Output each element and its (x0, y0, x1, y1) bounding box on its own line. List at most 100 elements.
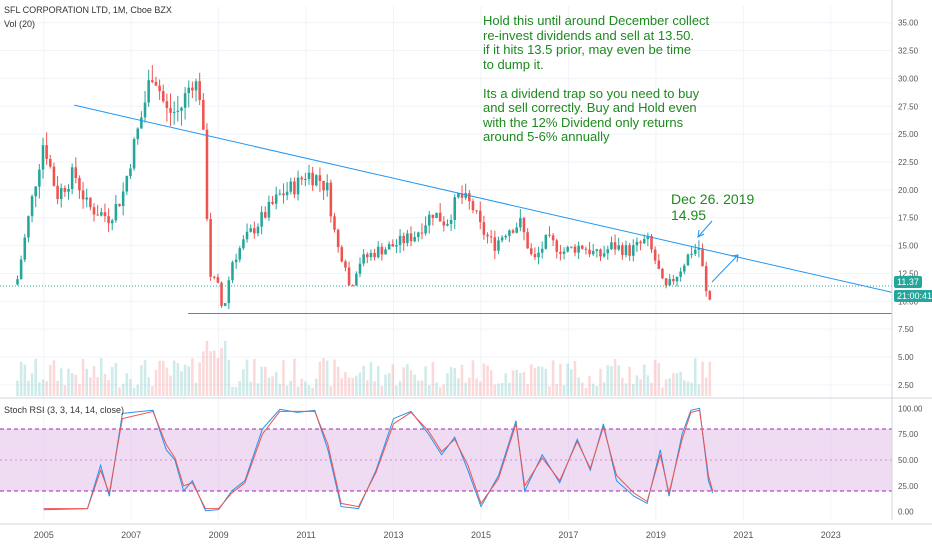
volume-bar (417, 380, 420, 396)
candle-body (573, 246, 577, 253)
candle-body (504, 235, 508, 238)
candle-body (551, 235, 555, 241)
candle-body (548, 234, 551, 236)
trendline-descending-resistance (74, 104, 893, 293)
candle-body (468, 193, 471, 202)
candle-body (336, 229, 340, 248)
candle-body (457, 193, 460, 198)
volume-bar (508, 382, 511, 396)
volume-bar (253, 359, 256, 396)
candle-body (555, 240, 559, 252)
candle-body (366, 254, 369, 258)
candle-body (70, 167, 74, 189)
candle-body (701, 248, 704, 267)
candle-body (147, 80, 150, 103)
candle-body (92, 207, 96, 215)
volume-bar (100, 358, 103, 396)
volume-bar (274, 372, 278, 396)
stoch-tick-label: 0.00 (898, 508, 914, 517)
trade-note: Hold this until around December collect … (483, 13, 710, 144)
volume-bar (584, 387, 588, 396)
candle-body (570, 246, 573, 248)
volume-bar (267, 377, 271, 396)
volume-bar (81, 358, 85, 396)
volume-bar (675, 373, 679, 396)
volume-bar (285, 385, 289, 396)
volume-bar (697, 384, 701, 396)
volume-bar (202, 351, 205, 396)
volume-bar (151, 385, 154, 396)
price-tick-label: 2.50 (898, 381, 914, 390)
candle-body (435, 212, 438, 219)
candle-body (442, 221, 446, 226)
price-tick-label: 17.50 (898, 214, 919, 223)
price-tick-label: 27.50 (898, 102, 919, 111)
candle-body (508, 230, 511, 236)
volume-bar (34, 358, 37, 396)
candle-body (391, 243, 395, 247)
candle-body (526, 232, 529, 249)
symbol-title: SFL CORPORATION LTD, 1M, Cboe BZX (4, 5, 172, 15)
candle-body (380, 246, 384, 255)
candle-body (679, 271, 682, 277)
volume-bar (573, 360, 577, 396)
candle-body (293, 181, 296, 195)
candle-body (220, 282, 223, 306)
candle-body (395, 245, 398, 247)
time-tick-label: 2009 (209, 530, 229, 540)
candle-body (198, 81, 201, 101)
candle-body (362, 254, 365, 264)
candle-body (522, 218, 526, 233)
candle-body (318, 175, 322, 181)
candle-body (271, 201, 274, 204)
volume-bar (664, 379, 668, 396)
volume-bar (591, 383, 595, 396)
candle-body (351, 285, 354, 287)
candle-body (562, 251, 566, 254)
candle-body (205, 129, 209, 220)
volume-bar (668, 378, 672, 396)
volume-bar (519, 372, 522, 396)
volume-bar (336, 366, 340, 396)
candle-body (446, 223, 449, 226)
candle-body (387, 243, 391, 250)
volume-bar (340, 378, 344, 396)
volume-bar (529, 364, 533, 396)
volume-bar (296, 386, 300, 396)
candle-body (497, 240, 500, 251)
candle-body (471, 201, 475, 211)
candle-body (420, 232, 424, 234)
candle-body (686, 254, 690, 266)
volume-bar (41, 379, 45, 396)
volume-bar (595, 385, 599, 396)
candle-body (333, 216, 336, 230)
candle-body (591, 250, 595, 255)
candle-body (81, 190, 85, 200)
candle-body (183, 93, 187, 108)
candle-body (278, 193, 282, 195)
volume-bar (427, 385, 431, 396)
candle-body (300, 177, 303, 180)
volume-bar (446, 373, 449, 396)
volume-bar (282, 360, 285, 396)
volume-bar (227, 359, 231, 396)
candle-body (577, 245, 580, 253)
volume-bar (260, 366, 263, 396)
volume-bar (478, 381, 482, 396)
volume-bar (56, 380, 59, 396)
volume-bar (453, 368, 457, 396)
volume-bar (74, 374, 78, 396)
candle-body (431, 214, 435, 219)
volume-bar (581, 382, 584, 396)
candle-body (96, 214, 99, 216)
time-tick-label: 2013 (384, 530, 404, 540)
candle-body (180, 107, 183, 111)
price-tick-label: 20.00 (898, 186, 919, 195)
candle-body (63, 188, 67, 192)
volume-bar (613, 358, 617, 396)
volume-bar (387, 373, 391, 396)
candle-body (402, 235, 406, 244)
candle-body (424, 225, 427, 234)
volume-bar (118, 387, 121, 396)
